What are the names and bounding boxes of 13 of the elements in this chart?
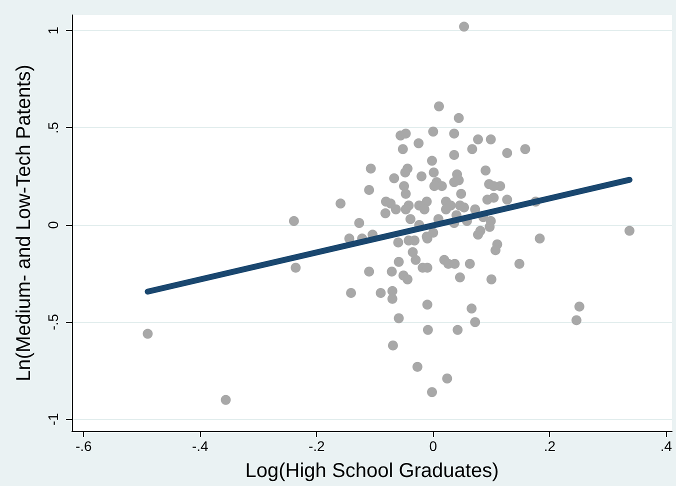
y-axis-title: Ln(Medium- and Low-Tech Patents) (13, 64, 35, 382)
x-tick-label: -.2 (308, 438, 326, 454)
x-tick-label: -.4 (192, 438, 209, 454)
x-tick-label: 0 (429, 438, 438, 454)
y-tick-label: 0 (45, 220, 61, 229)
x-axis-title: Log(High School Graduates) (245, 460, 499, 482)
y-tick-label: 1 (45, 26, 61, 34)
y-tick-label: -1 (45, 412, 61, 426)
y-tick-label: -.5 (45, 314, 61, 330)
y-tick-label: .5 (45, 122, 61, 134)
x-tick-label: .2 (544, 438, 556, 454)
x-tick-label: .4 (660, 438, 672, 454)
x-tick-label: -.6 (75, 438, 92, 454)
